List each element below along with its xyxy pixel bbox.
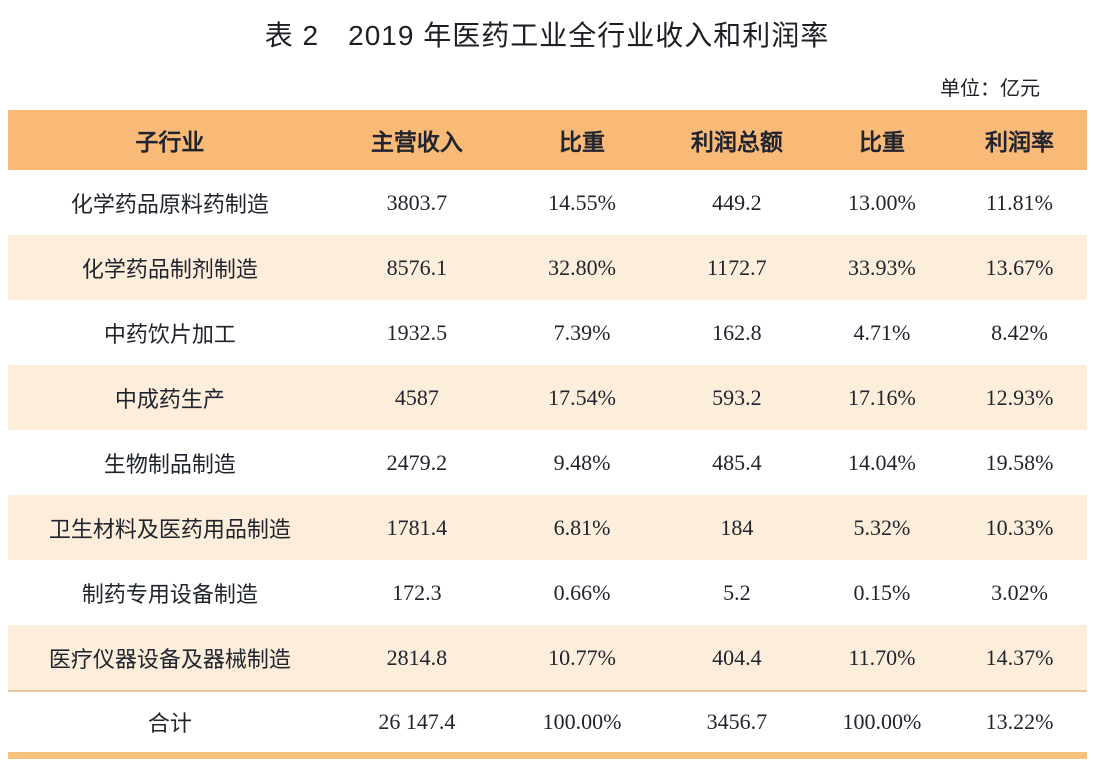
column-header-total-profit: 利润总额 bbox=[690, 129, 783, 155]
table-row: 化学药品原料药制造 3803.7 14.55% 449.2 13.00% 11.… bbox=[8, 170, 1087, 235]
cell-revenue-share: 10.77% bbox=[548, 644, 616, 670]
cell-margin: 19.58% bbox=[985, 449, 1054, 475]
cell-profit-share: 13.00% bbox=[848, 189, 916, 215]
cell-profit-share: 11.70% bbox=[848, 644, 916, 670]
table-bottom-bar bbox=[8, 752, 1087, 759]
cell-margin: 8.42% bbox=[991, 319, 1048, 345]
cell-revenue-share: 9.48% bbox=[553, 449, 611, 475]
cell-revenue: 2479.2 bbox=[386, 449, 448, 475]
cell-industry: 化学药品原料药制造 bbox=[70, 191, 269, 217]
cell-profit: 5.2 bbox=[723, 579, 751, 605]
table-row: 中药饮片加工 1932.5 7.39% 162.8 4.71% 8.42% bbox=[8, 300, 1087, 365]
table-row: 化学药品制剂制造 8576.1 32.80% 1172.7 33.93% 13.… bbox=[8, 235, 1087, 300]
cell-revenue: 1781.4 bbox=[386, 514, 448, 540]
cell-profit-share: 14.04% bbox=[848, 449, 916, 475]
total-margin: 13.22% bbox=[985, 709, 1054, 734]
column-header-profit-share: 比重 bbox=[858, 129, 905, 155]
cell-industry: 卫生材料及医药用品制造 bbox=[48, 516, 291, 542]
column-header-main-revenue: 主营收入 bbox=[370, 129, 463, 155]
cell-margin: 14.37% bbox=[985, 644, 1054, 670]
cell-industry: 生物制品制造 bbox=[103, 451, 236, 477]
cell-revenue-share: 6.81% bbox=[553, 514, 611, 540]
cell-profit: 162.8 bbox=[712, 319, 762, 345]
cell-profit-share: 4.71% bbox=[853, 319, 911, 345]
total-profit-share: 100.00% bbox=[842, 709, 922, 734]
total-profit: 3456.7 bbox=[706, 709, 768, 734]
cell-profit: 404.4 bbox=[712, 644, 762, 670]
cell-margin: 13.67% bbox=[985, 254, 1054, 280]
cell-profit: 485.4 bbox=[712, 449, 762, 475]
cell-revenue-share: 17.54% bbox=[548, 384, 616, 410]
industry-revenue-table: 子行业 主营收入 比重 利润总额 比重 利润率 化学药品原料药制造 3803.7… bbox=[8, 110, 1087, 759]
table-row: 中成药生产 4587 17.54% 593.2 17.16% 12.93% bbox=[8, 365, 1087, 430]
cell-margin: 10.33% bbox=[985, 514, 1054, 540]
cell-profit: 184 bbox=[720, 514, 754, 540]
total-revenue: 26 147.4 bbox=[378, 709, 456, 734]
cell-revenue-share: 7.39% bbox=[553, 319, 611, 345]
cell-revenue-share: 32.80% bbox=[548, 254, 616, 280]
table-title: 表 2 2019 年医药工业全行业收入和利润率 bbox=[264, 20, 830, 51]
cell-profit-share: 33.93% bbox=[848, 254, 916, 280]
cell-profit-share: 17.16% bbox=[848, 384, 916, 410]
cell-industry: 制药专用设备制造 bbox=[81, 581, 258, 607]
cell-margin: 11.81% bbox=[986, 189, 1054, 215]
cell-industry: 化学药品制剂制造 bbox=[81, 256, 258, 282]
table-total-row: 合计 26 147.4 100.00% 3456.7 100.00% 13.22… bbox=[8, 690, 1087, 752]
cell-profit: 449.2 bbox=[712, 189, 762, 215]
table-row: 生物制品制造 2479.2 9.48% 485.4 14.04% 19.58% bbox=[8, 430, 1087, 495]
cell-profit: 593.2 bbox=[712, 384, 762, 410]
cell-revenue: 172.3 bbox=[392, 579, 442, 605]
cell-revenue: 3803.7 bbox=[386, 189, 448, 215]
cell-revenue-share: 14.55% bbox=[548, 189, 616, 215]
cell-industry: 医疗仪器设备及器械制造 bbox=[48, 646, 291, 672]
cell-industry: 中成药生产 bbox=[114, 386, 225, 412]
cell-profit-share: 5.32% bbox=[853, 514, 911, 540]
cell-revenue-share: 0.66% bbox=[553, 579, 611, 605]
table-row: 医疗仪器设备及器械制造 2814.8 10.77% 404.4 11.70% 1… bbox=[8, 625, 1087, 690]
column-header-profit-margin: 利润率 bbox=[985, 129, 1055, 155]
cell-revenue: 4587 bbox=[394, 384, 439, 410]
total-revenue-share: 100.00% bbox=[542, 709, 622, 734]
column-header-revenue-share: 比重 bbox=[559, 129, 605, 155]
cell-revenue: 8576.1 bbox=[386, 254, 448, 280]
unit-note: 单位：亿元 bbox=[940, 78, 1040, 100]
table-row: 卫生材料及医药用品制造 1781.4 6.81% 184 5.32% 10.33… bbox=[8, 495, 1087, 560]
cell-industry: 中药饮片加工 bbox=[103, 321, 236, 347]
cell-profit: 1172.7 bbox=[706, 254, 767, 280]
total-label: 合计 bbox=[147, 711, 192, 736]
column-header-sub-industry: 子行业 bbox=[135, 129, 205, 155]
cell-margin: 3.02% bbox=[991, 579, 1048, 605]
table-header-row: 子行业 主营收入 比重 利润总额 比重 利润率 bbox=[8, 110, 1087, 170]
cell-profit-share: 0.15% bbox=[853, 579, 911, 605]
cell-margin: 12.93% bbox=[985, 384, 1054, 410]
cell-revenue: 2814.8 bbox=[386, 644, 448, 670]
table-row: 制药专用设备制造 172.3 0.66% 5.2 0.15% 3.02% bbox=[8, 560, 1087, 625]
cell-revenue: 1932.5 bbox=[386, 319, 448, 345]
